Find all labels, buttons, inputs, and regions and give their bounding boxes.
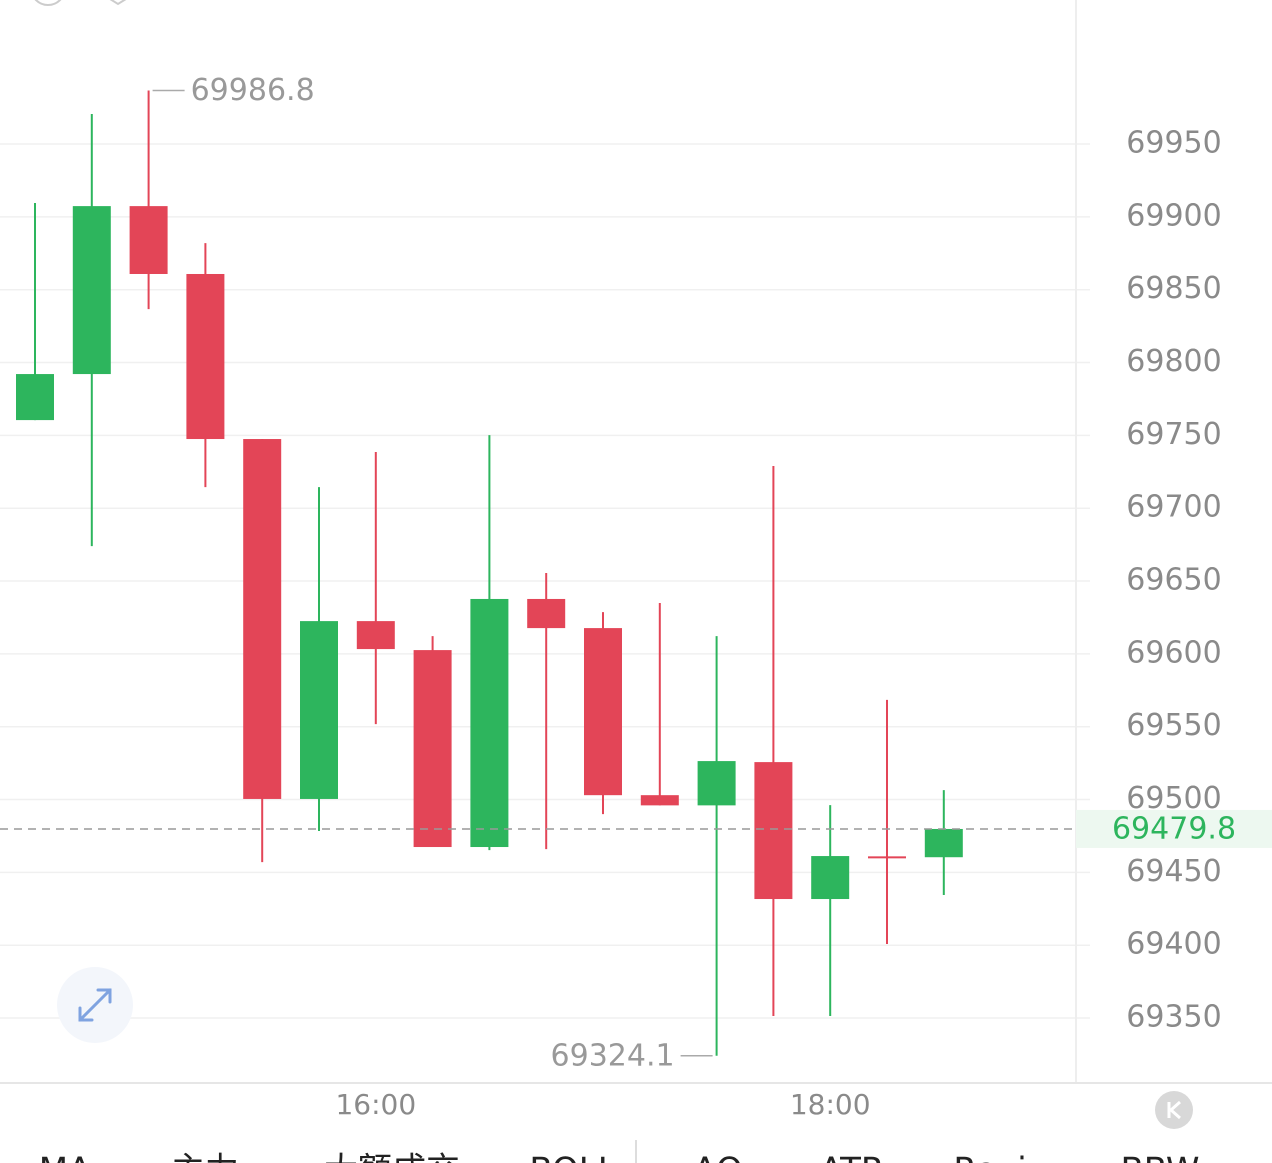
candle-body: [243, 439, 282, 799]
y-tick-label: 69400: [1126, 927, 1221, 962]
candle-body: [186, 273, 225, 440]
y-tick-label: 69450: [1126, 854, 1221, 889]
y-tick-label: 69750: [1126, 417, 1221, 452]
candle-body: [16, 374, 54, 421]
y-tick-label: 69550: [1126, 708, 1221, 743]
k-icon[interactable]: [1167, 1100, 1181, 1120]
y-tick-label: 69900: [1126, 198, 1221, 233]
y-tick-label: 69350: [1126, 1000, 1221, 1035]
indicator-tab[interactable]: AO: [693, 1151, 742, 1163]
x-tick-label: 18:00: [790, 1088, 871, 1121]
y-tick-label: 69600: [1126, 635, 1221, 670]
candle-body: [584, 628, 622, 796]
y-tick-label: 69650: [1126, 563, 1221, 598]
candle-body: [697, 761, 736, 806]
candle-body: [527, 598, 566, 629]
candle-body: [356, 621, 395, 650]
expand-icon[interactable]: [78, 988, 112, 1022]
y-tick-label: 69950: [1126, 126, 1221, 161]
icon: [34, 0, 62, 6]
icon: [109, 0, 127, 6]
indicator-tab[interactable]: 大额成交: [324, 1151, 460, 1163]
y-tick-label: 69700: [1126, 490, 1221, 525]
low-label: 69324.1: [551, 1038, 675, 1073]
y-tick-label: 69850: [1126, 271, 1221, 306]
candle-body: [470, 598, 509, 848]
candle-body: [868, 856, 906, 859]
candle-body: [640, 795, 679, 806]
candle-body: [413, 650, 452, 848]
top-icons: [34, 0, 127, 6]
indicator-tab[interactable]: MA: [39, 1151, 92, 1163]
indicator-tab[interactable]: BOLL: [529, 1151, 616, 1163]
k-button[interactable]: [1155, 1091, 1193, 1129]
candle-body: [924, 828, 963, 858]
y-tick-label: 69800: [1126, 344, 1221, 379]
candle-body: [129, 206, 168, 274]
candle-body: [300, 621, 338, 799]
indicator-tab[interactable]: Ravi: [953, 1151, 1026, 1163]
candle-body: [811, 856, 850, 900]
expand-button[interactable]: [57, 967, 133, 1043]
candle-body: [72, 206, 111, 375]
last-price-bg: [1076, 809, 1272, 848]
indicator-tab[interactable]: 主力: [171, 1151, 239, 1163]
indicator-tab[interactable]: BBW: [1120, 1151, 1199, 1163]
candle-body: [754, 762, 793, 900]
k-bg[interactable]: [1155, 1091, 1193, 1129]
last-price-label: 69479.8: [1112, 811, 1236, 846]
indicator-tab[interactable]: ATR: [819, 1151, 884, 1163]
x-tick-label: 16:00: [335, 1088, 416, 1121]
high-label: 69986.8: [191, 73, 315, 108]
